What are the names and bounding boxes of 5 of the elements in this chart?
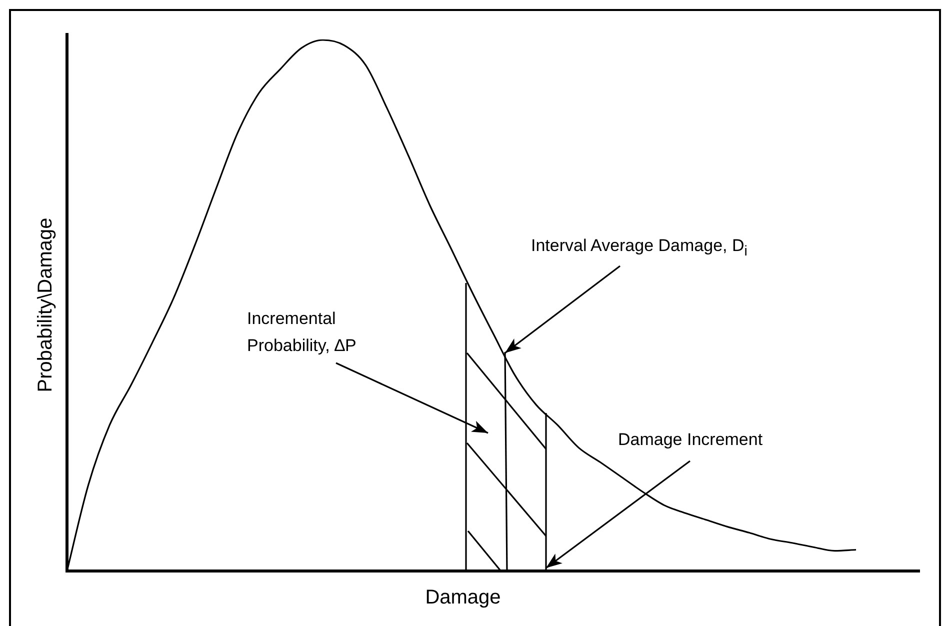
y-axis-title: Probability\Damage [34, 218, 57, 392]
annotation: Damage Increment [618, 429, 764, 451]
x-axis-title: Damage [425, 586, 501, 609]
annotation: Incremental Probability, ∆P [247, 308, 358, 357]
annotation: Interval Average Damage, D$_{i}$ [531, 235, 748, 262]
